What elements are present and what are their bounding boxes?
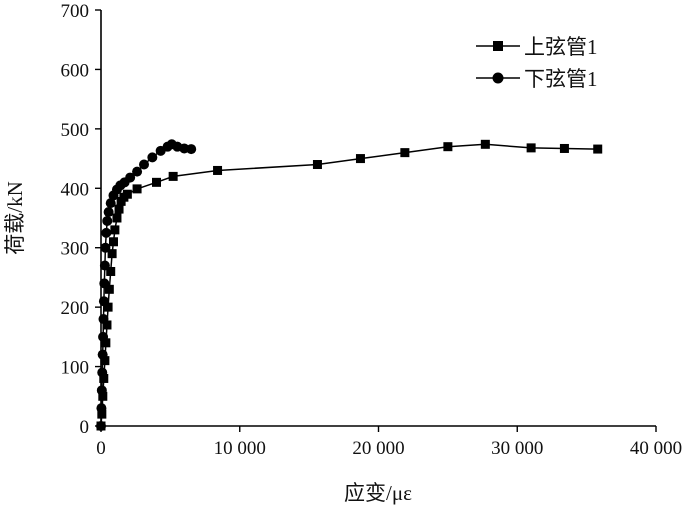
x-tick-label: 40 000 — [630, 438, 682, 459]
data-point-square — [213, 165, 223, 175]
data-point-circle — [99, 278, 110, 289]
data-point-square — [168, 171, 178, 181]
y-tick-label: 300 — [61, 239, 90, 260]
data-point-square — [100, 356, 110, 366]
data-point-circle — [186, 144, 197, 155]
data-point-circle — [99, 260, 110, 271]
data-point-circle — [97, 349, 108, 360]
legend-label-series-2: 下弦管1 — [524, 67, 598, 91]
data-point-circle — [102, 215, 113, 226]
legend-label-series-1: 上弦管1 — [524, 35, 598, 59]
y-tick-label: 0 — [80, 417, 90, 438]
x-tick-label: 30 000 — [491, 438, 543, 459]
data-point-square — [107, 249, 117, 259]
series-1 — [96, 139, 603, 431]
data-point-circle — [105, 198, 116, 209]
data-point-circle — [96, 385, 107, 396]
data-point-circle — [96, 421, 106, 431]
y-tick-label: 200 — [61, 298, 90, 319]
data-point-circle — [103, 207, 114, 218]
data-point-square — [480, 139, 490, 149]
legend-marker-square-icon — [493, 41, 503, 51]
data-point-square — [132, 184, 142, 194]
data-point-square — [114, 204, 124, 214]
y-tick-label: 700 — [61, 1, 90, 22]
data-point-square — [152, 177, 161, 187]
data-point-square — [110, 225, 120, 235]
data-point-square — [99, 373, 109, 383]
x-tick-label: 10 000 — [214, 438, 266, 459]
x-tick-label: 0 — [96, 438, 106, 459]
data-point-square — [108, 237, 118, 247]
data-point-square — [102, 320, 112, 330]
data-point-square — [101, 338, 111, 348]
data-point-circle — [139, 159, 150, 170]
data-point-square — [122, 189, 132, 199]
y-axis-title: 荷载/kN — [3, 181, 27, 255]
y-tick-label: 400 — [61, 179, 90, 200]
data-point-square — [355, 154, 365, 164]
x-tick-label: 20 000 — [352, 438, 404, 459]
data-point-square — [112, 213, 122, 223]
data-point-circle — [98, 296, 109, 307]
y-tick-label: 100 — [61, 358, 90, 379]
x-axis-title: 应变/με — [344, 481, 412, 505]
data-point-circle — [98, 331, 109, 342]
data-point-circle — [132, 166, 143, 177]
y-ticks: 0 100 200 300 400 500 600 700 — [61, 1, 101, 438]
y-tick-label: 600 — [61, 60, 90, 81]
data-point-square — [104, 284, 114, 294]
legend-item-series-1: 上弦管1 — [476, 35, 598, 59]
legend: 上弦管1 下弦管1 — [476, 35, 598, 91]
data-point-circle — [100, 242, 111, 253]
series-2 — [96, 139, 197, 431]
data-point-circle — [101, 227, 112, 238]
series-line-1 — [100, 143, 598, 427]
data-point-circle — [97, 367, 108, 378]
data-point-square — [103, 302, 113, 312]
legend-item-series-2: 下弦管1 — [476, 67, 598, 91]
data-point-circle — [96, 403, 107, 414]
x-ticks: 0 10 000 20 000 30 000 40 000 — [96, 426, 682, 459]
data-point-square — [312, 160, 322, 170]
data-point-square — [106, 266, 116, 276]
series-layer — [96, 139, 603, 431]
legend-marker-circle-icon — [492, 72, 504, 84]
data-point-square — [526, 143, 536, 153]
data-point-circle — [98, 314, 109, 325]
data-point-square — [559, 143, 569, 153]
data-point-square — [400, 148, 410, 158]
data-point-square — [443, 142, 453, 152]
data-point-square — [593, 144, 603, 154]
data-point-square — [98, 391, 108, 401]
data-point-circle — [125, 172, 136, 183]
data-point-circle — [147, 152, 158, 163]
y-tick-label: 500 — [61, 120, 90, 141]
